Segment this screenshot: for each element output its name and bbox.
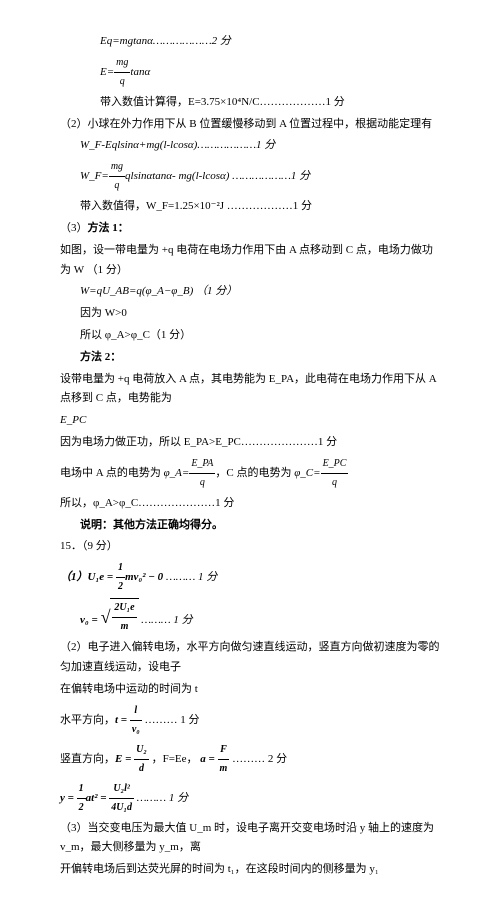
text-line: 在偏转电场中运动的时间为 t <box>60 680 440 700</box>
text-line: （2）电子进入偏转电场，水平方向做匀速直线运动，竖直方向做初速度为零的匀加速直线… <box>60 638 440 678</box>
eq-line: v₀ = √2U₁em ……… 1 分 <box>60 598 440 636</box>
text-line: （3）（3）方法 1：方法 1： <box>60 219 440 239</box>
text-line: 15．（9 分） <box>60 537 440 557</box>
eq-line: Eq=mgtanα………………2 分 <box>60 32 440 52</box>
text-line: 电场中 A 点的电势为 φ_A=E_PAq，C 点的电势为 φ_C=E_PCq <box>60 455 440 492</box>
eq-line: （1）U₁e = 12mv₀² − 0 ……… 1 分 <box>60 559 440 596</box>
eq-line: W=qU_AB=q(φ_A−φ_B) （1 分） <box>60 282 440 302</box>
eq-line: y = 12at² = U₂l²4U₁d ……… 1 分 <box>60 780 440 817</box>
text-line: 如图，设一带电量为 +q 电荷在电场力作用下由 A 点移动到 C 点，电场力做功… <box>60 241 440 281</box>
text-line: 所以，φ_A>φ_C…………………1 分 <box>60 494 440 514</box>
eq-line: E_PC <box>60 411 440 431</box>
text-line: 所以 φ_A>φ_C（1 分） <box>60 326 440 346</box>
heading: 方法 2： <box>60 348 440 368</box>
note: 说明：其他方法正确均得分。 <box>60 516 440 536</box>
eq-line: W_F=mgqqlsinαtanα- mg(l-lcosα) ………………1 分 <box>60 158 440 195</box>
text-line: （2）小球在外力作用下从 B 位置缓慢移动到 A 位置过程中，根据动能定理有 <box>60 115 440 135</box>
text-line: （3）当交变电压为最大值 U_m 时，设电子离开交变电场时沿 y 轴上的速度为 … <box>60 819 440 859</box>
eq-line: W_F-Eqlsinα+mg(l-lcosα)………………1 分 <box>60 136 440 156</box>
text-line: 因为电场力做正功，所以 E_PA>E_PC…………………1 分 <box>60 433 440 453</box>
text-line: 开偏转电场后到达荧光屏的时间为 t₁，在这段时间内的侧移量为 y₁ <box>60 860 440 880</box>
eq-line: 竖直方向，E = U₂d ，F=Ee， a = Fm ……… 2 分 <box>60 741 440 778</box>
text-line: 带入数值得，W_F=1.25×10⁻²J ………………1 分 <box>60 197 440 217</box>
eq-line: 水平方向，t = lv₀ ……… 1 分 <box>60 702 440 739</box>
text-line: 带入数值计算得，E=3.75×10⁴N/C………………1 分 <box>60 93 440 113</box>
text-line: 因为 W>0 <box>60 304 440 324</box>
eq-line: E=mgqtanα <box>60 54 440 91</box>
text-line: 设带电量为 +q 电荷放入 A 点，其电势能为 E_PA，此电荷在电场力作用下从… <box>60 370 440 410</box>
